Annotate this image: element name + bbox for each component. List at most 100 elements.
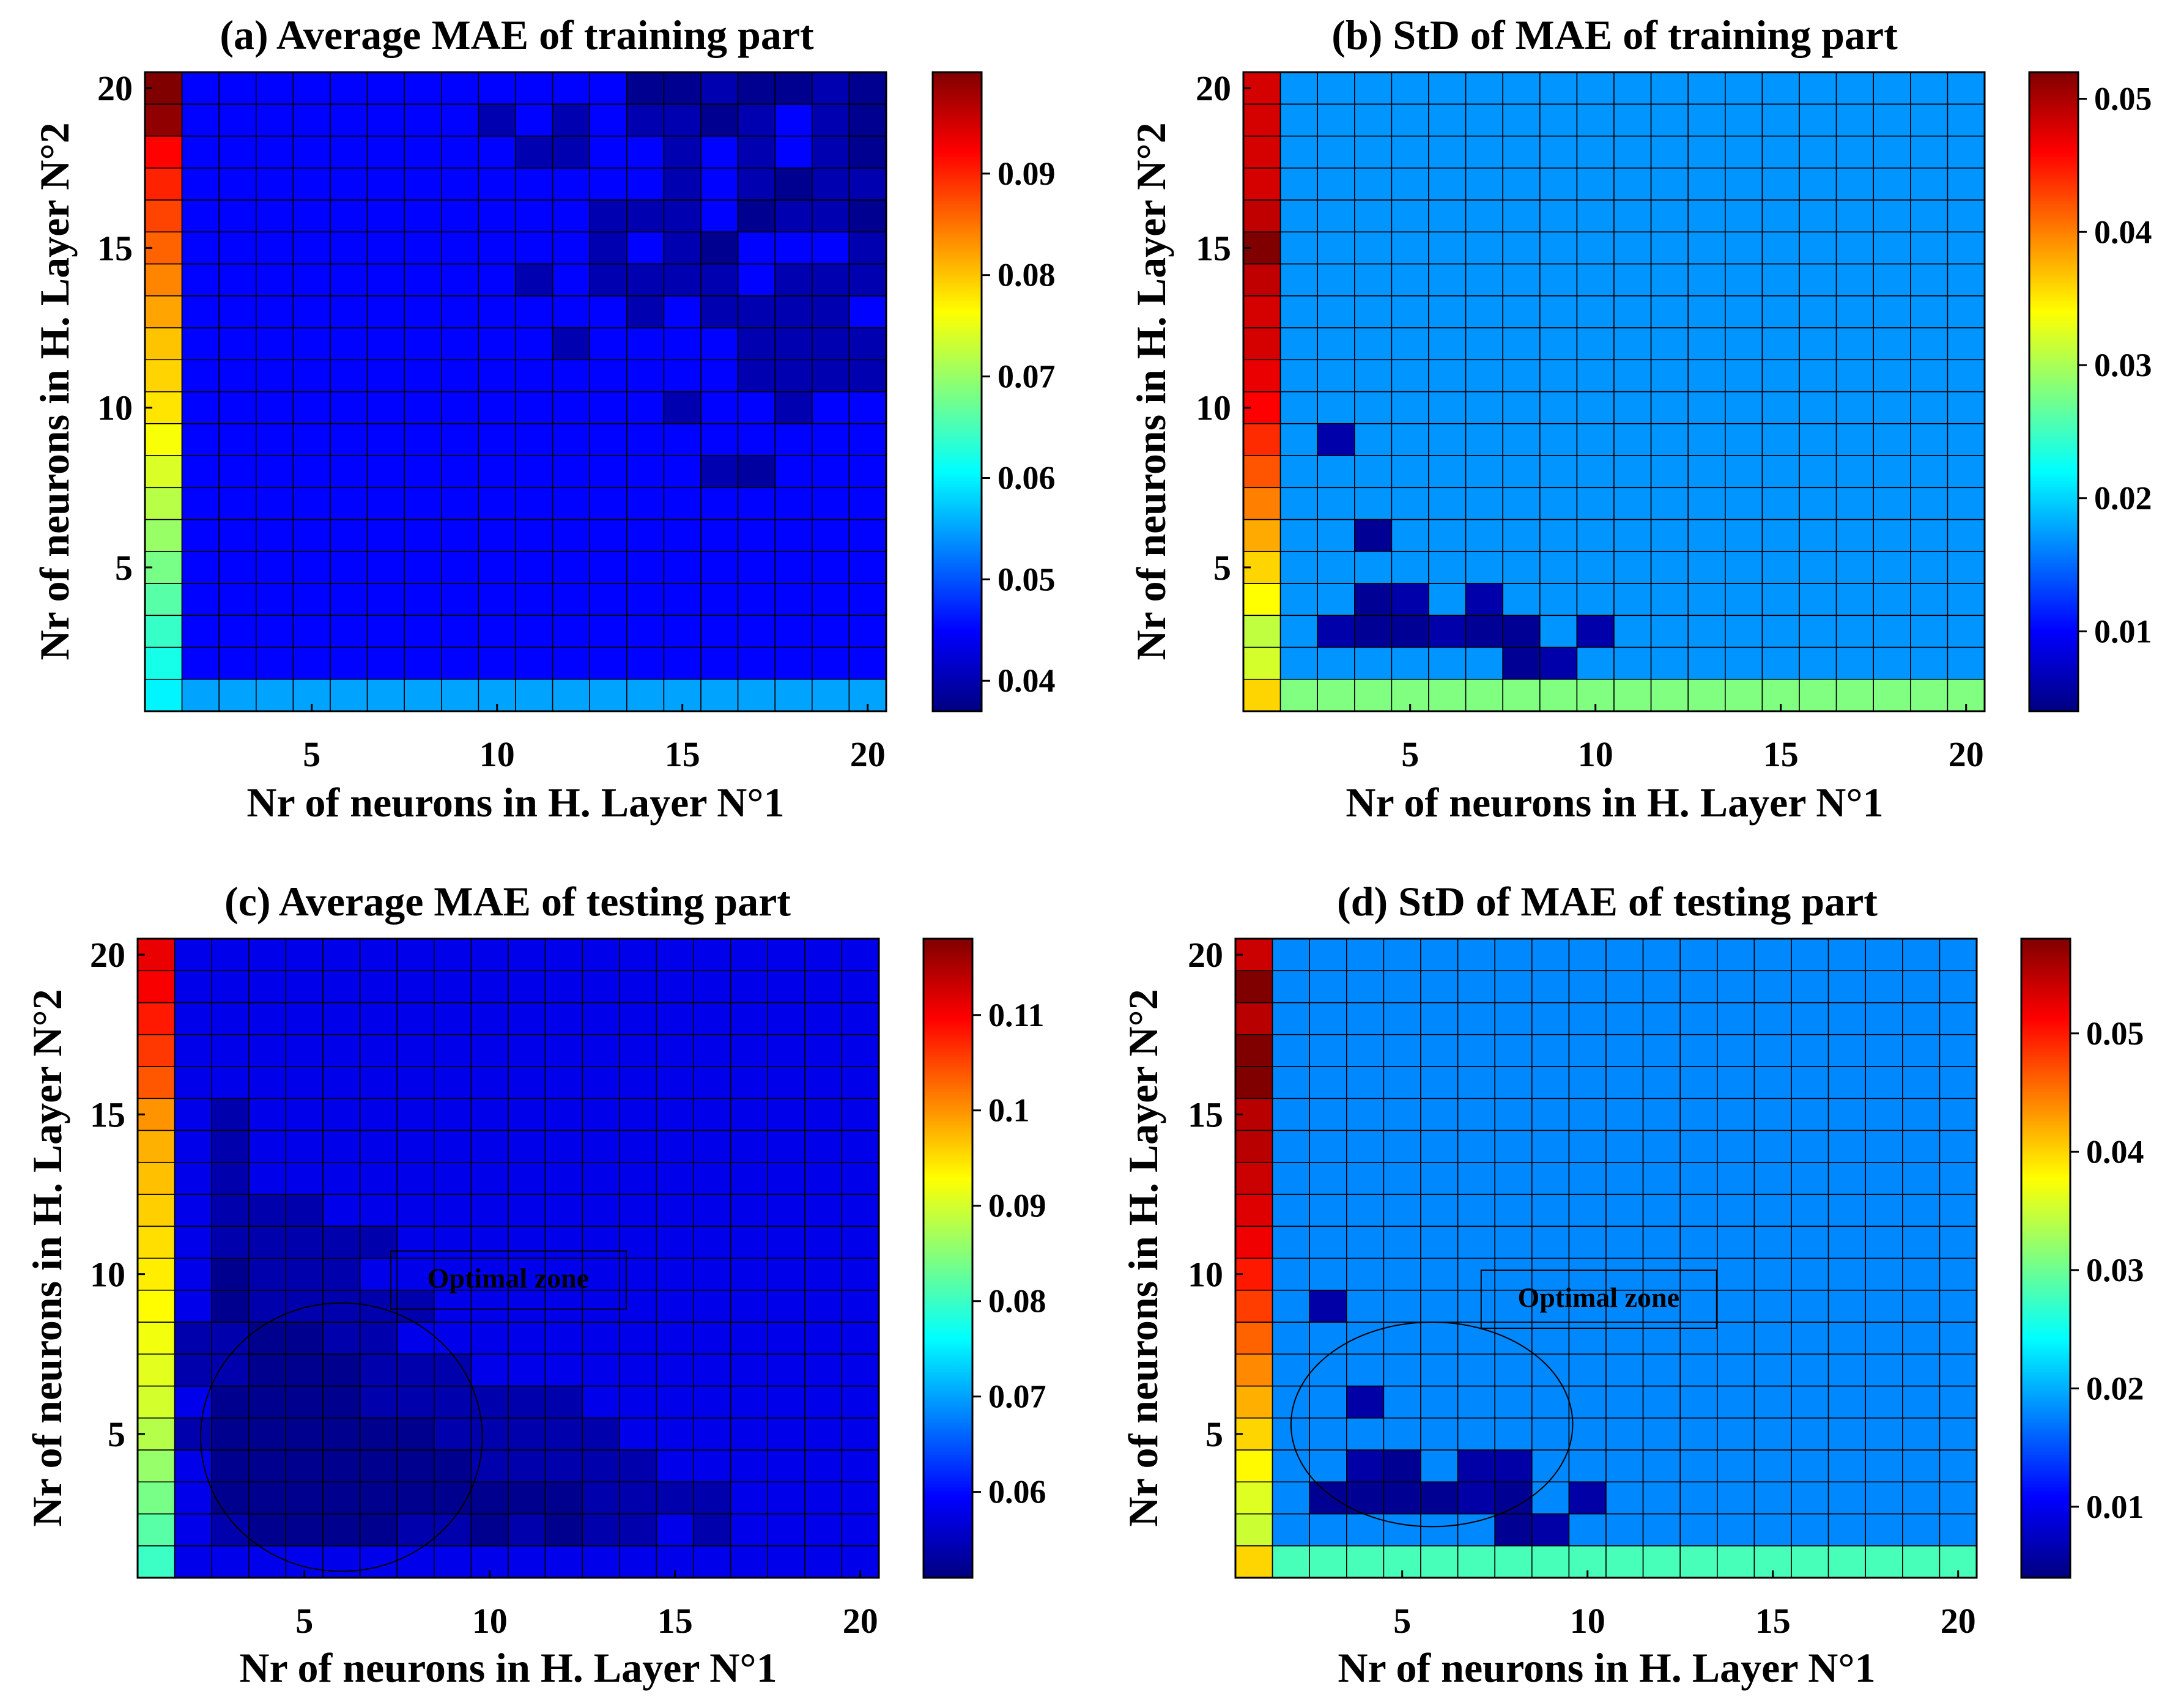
panel-a-cell-x11-y3 xyxy=(515,615,553,648)
panel-c-cell-x19-y11 xyxy=(804,1226,843,1259)
panel-b-cell-x5-y5 xyxy=(1391,550,1429,584)
panel-c-cell-x20-y20 xyxy=(841,938,879,972)
panel-a-cell-x11-y8 xyxy=(515,455,553,489)
panel-a-cell-x18-y10 xyxy=(774,391,813,424)
panel-c-cell-x8-y20 xyxy=(396,938,435,972)
panel-a-cell-x4-y4 xyxy=(255,583,294,616)
panel-b-cell-x9-y11 xyxy=(1539,359,1578,393)
panel-a-cell-x13-y19 xyxy=(589,103,627,137)
panel-a-cell-x10-y10 xyxy=(478,391,516,424)
panel-b-cell-x6-y15 xyxy=(1428,231,1467,265)
panel-b-cell-x12-y8 xyxy=(1650,455,1689,489)
panel-a-cell-x9-y5 xyxy=(440,550,479,584)
panel-c-cell-x11-y1 xyxy=(508,1545,546,1578)
panel-d-cell-x16-y6 xyxy=(1791,1385,1829,1419)
panel-d-cell-x16-y17 xyxy=(1791,1033,1829,1067)
panel-b-cell-x3-y8 xyxy=(1317,455,1355,489)
panel-c-cell-x15-y16 xyxy=(656,1066,694,1100)
panel-c-cell-x7-y19 xyxy=(359,970,398,1004)
panel-a-cell-x14-y17 xyxy=(626,167,665,201)
panel-d-cell-x5-y3 xyxy=(1383,1481,1421,1515)
panel-b-cell-x18-y15 xyxy=(1873,231,1911,265)
panel-d-cell-x5-y2 xyxy=(1383,1513,1421,1547)
panel-c-cell-x15-y2 xyxy=(656,1513,694,1547)
panel-a-cell-x11-y18 xyxy=(515,135,553,169)
panel-b-cell-x17-y6 xyxy=(1835,519,1875,552)
panel-a-cell-x13-y8 xyxy=(589,455,627,489)
panel-d-cell-x4-y17 xyxy=(1346,1033,1385,1067)
panel-c-cell-x2-y2 xyxy=(174,1513,213,1547)
panel-c-cell-x11-y18 xyxy=(508,1002,546,1035)
panel-b-cell-x16-y17 xyxy=(1799,167,1837,201)
panel-c-cell-x7-y6 xyxy=(359,1385,398,1419)
panel-c-cell-x14-y8 xyxy=(618,1322,657,1355)
panel-d-cell-x1-y7 xyxy=(1235,1353,1273,1387)
panel-c-cell-x19-y12 xyxy=(804,1194,843,1227)
panel-c-optimal-zone-label: Optimal zone xyxy=(428,1263,589,1294)
panel-d-cell-x8-y17 xyxy=(1494,1033,1533,1067)
panel-b-cell-x18-y12 xyxy=(1873,327,1911,361)
panel-b-cell-x18-y8 xyxy=(1873,455,1911,489)
panel-c-cell-x20-y14 xyxy=(841,1129,879,1163)
panel-a-cell-x15-y16 xyxy=(663,199,702,233)
panel-b-cell-x1-y19 xyxy=(1243,103,1281,137)
panel-d-cell-x17-y6 xyxy=(1827,1385,1867,1419)
panel-b-cell-x18-y10 xyxy=(1873,391,1911,424)
panel-b-cell-x5-y2 xyxy=(1391,646,1429,680)
panel-b-cell-x16-y6 xyxy=(1799,519,1837,552)
panel-d-cell-x6-y5 xyxy=(1420,1417,1459,1451)
panel-b-cell-x17-y18 xyxy=(1835,135,1875,169)
panel-a-ytick-label-20: 20 xyxy=(97,68,133,108)
panel-a-cell-x6-y14 xyxy=(330,263,368,297)
panel-d-colorbar-tick-label: 0.05 xyxy=(2086,1015,2144,1052)
panel-d-cell-x12-y15 xyxy=(1642,1098,1681,1131)
panel-c-cell-x10-y2 xyxy=(470,1513,509,1547)
panel-c-cell-x17-y2 xyxy=(730,1513,768,1547)
panel-b-cell-x15-y5 xyxy=(1761,550,1800,584)
panel-a-cell-x16-y13 xyxy=(700,295,739,328)
panel-c-cell-x11-y12 xyxy=(508,1194,546,1227)
panel-a-cell-x2-y2 xyxy=(181,646,220,680)
panel-b-cell-x2-y11 xyxy=(1279,359,1319,393)
panel-c-cell-x4-y14 xyxy=(248,1129,287,1163)
panel-a-cell-x7-y1 xyxy=(366,678,405,712)
panel-d-cell-x18-y4 xyxy=(1865,1449,1903,1483)
panel-d-cell-x13-y19 xyxy=(1679,970,1718,1004)
panel-c-cell-x13-y4 xyxy=(582,1449,620,1483)
panel-b-cell-x9-y12 xyxy=(1539,327,1578,361)
panel-c-cell-x9-y9 xyxy=(433,1289,472,1323)
panel-d-cell-x3-y5 xyxy=(1309,1417,1347,1451)
panel-b-cell-x18-y6 xyxy=(1873,519,1911,552)
panel-d-colorbar-tick-label: 0.04 xyxy=(2086,1133,2144,1170)
panel-d-cell-x11-y3 xyxy=(1605,1481,1644,1515)
panel-a-cell-x14-y8 xyxy=(626,455,665,489)
panel-c-cell-x6-y8 xyxy=(322,1322,361,1355)
panel-b-cell-x2-y2 xyxy=(1279,646,1319,680)
panel-c-cell-x2-y6 xyxy=(174,1385,213,1419)
panel-a-cell-x10-y7 xyxy=(478,487,516,520)
panel-b-cell-x19-y1 xyxy=(1910,678,1949,712)
panel-d-cell-x17-y20 xyxy=(1827,938,1867,972)
panel-d-optimal-zone-ellipse xyxy=(1290,1322,1574,1528)
panel-d-cell-x1-y4 xyxy=(1235,1449,1273,1483)
panel-d-ytick-label-5: 5 xyxy=(1205,1414,1223,1454)
panel-b-cell-x6-y16 xyxy=(1428,199,1467,233)
panel-c-cell-x14-y11 xyxy=(618,1226,657,1259)
panel-a-cell-x18-y11 xyxy=(774,359,813,393)
panel-a-cell-x16-y11 xyxy=(700,359,739,393)
panel-d-cell-x1-y3 xyxy=(1235,1481,1273,1515)
panel-a-cell-x5-y18 xyxy=(292,135,331,169)
panel-b-cell-x19-y16 xyxy=(1910,199,1949,233)
panel-d-cell-x2-y15 xyxy=(1272,1098,1311,1131)
panel-c-cell-x9-y6 xyxy=(433,1385,472,1419)
panel-a-cell-x13-y16 xyxy=(589,199,627,233)
panel-c-cell-x20-y16 xyxy=(841,1066,879,1100)
panel-a-cell-x19-y17 xyxy=(812,167,850,201)
panel-b-cell-x1-y17 xyxy=(1243,167,1281,201)
panel-b-cell-x10-y19 xyxy=(1576,103,1615,137)
panel-a-cell-x18-y17 xyxy=(774,167,813,201)
panel-b-cell-x19-y9 xyxy=(1910,423,1949,456)
panel-b-cell-x8-y17 xyxy=(1502,167,1541,201)
panel-d-cell-x16-y15 xyxy=(1791,1098,1829,1131)
